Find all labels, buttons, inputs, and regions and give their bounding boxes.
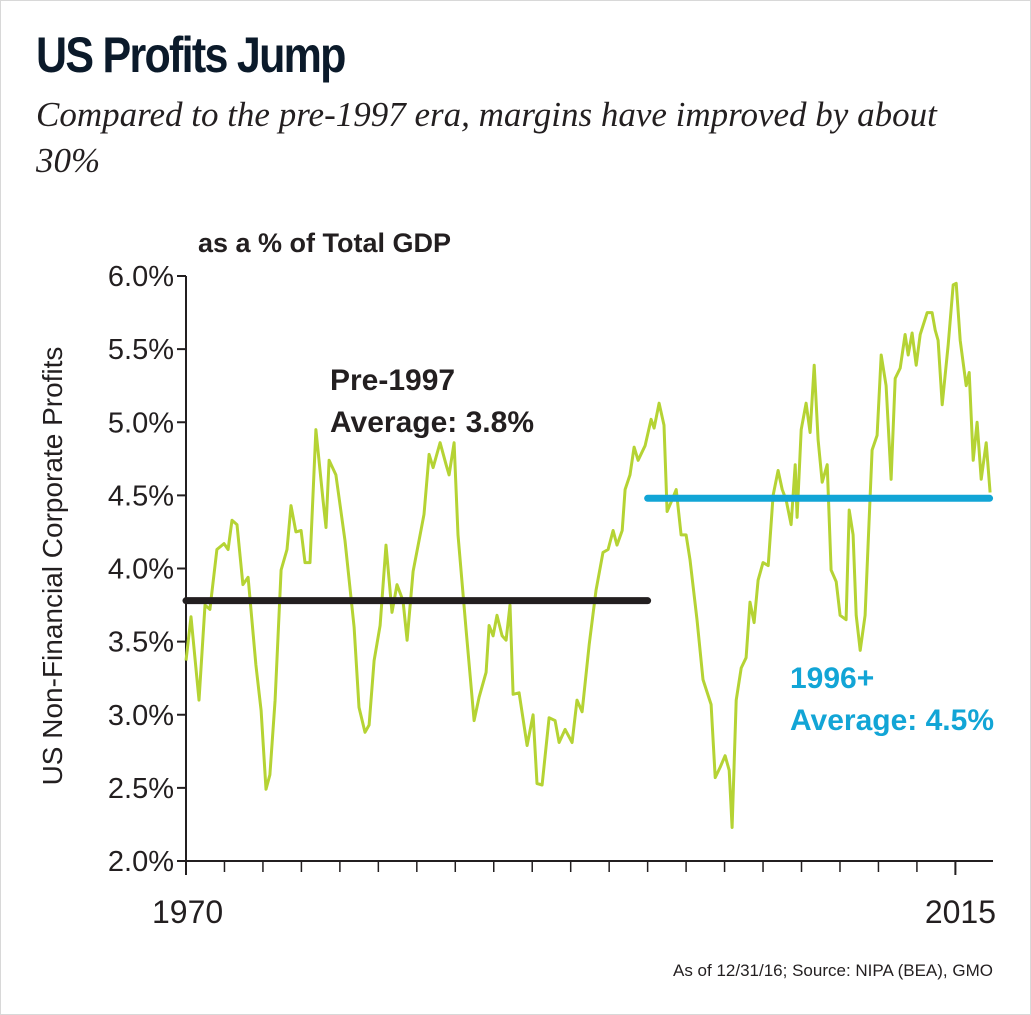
x-tick-label: 2015 — [925, 894, 996, 930]
y-tick-label: 6.0% — [108, 261, 174, 293]
chart-title: US Profits Jump — [36, 27, 346, 83]
y-tick-label: 3.0% — [108, 700, 174, 732]
x-tick-label: 1970 — [152, 894, 223, 930]
y-tick-label: 4.5% — [108, 480, 174, 512]
source-note: As of 12/31/16; Source: NIPA (BEA), GMO — [673, 961, 993, 980]
units-label: as a % of Total GDP — [198, 228, 451, 258]
chart-subtitle: Compared to the pre-1997 era, margins ha… — [36, 95, 937, 180]
y-tick-label: 2.0% — [108, 846, 174, 878]
data-line — [184, 281, 992, 829]
y-tick-label: 3.5% — [108, 627, 174, 659]
y-tick-label: 2.5% — [108, 773, 174, 805]
average-name: Pre-1997 — [330, 364, 455, 397]
average-name: 1996+ — [790, 662, 874, 695]
y-tick-label: 4.0% — [108, 554, 174, 586]
y-tick-label: 5.0% — [108, 407, 174, 439]
y-tick-label: 5.5% — [108, 334, 174, 366]
y-axis-label: US Non-Financial Corporate Profits — [37, 347, 68, 786]
average-label: Average: 4.5% — [790, 704, 994, 737]
average-label: Average: 3.8% — [330, 406, 534, 439]
